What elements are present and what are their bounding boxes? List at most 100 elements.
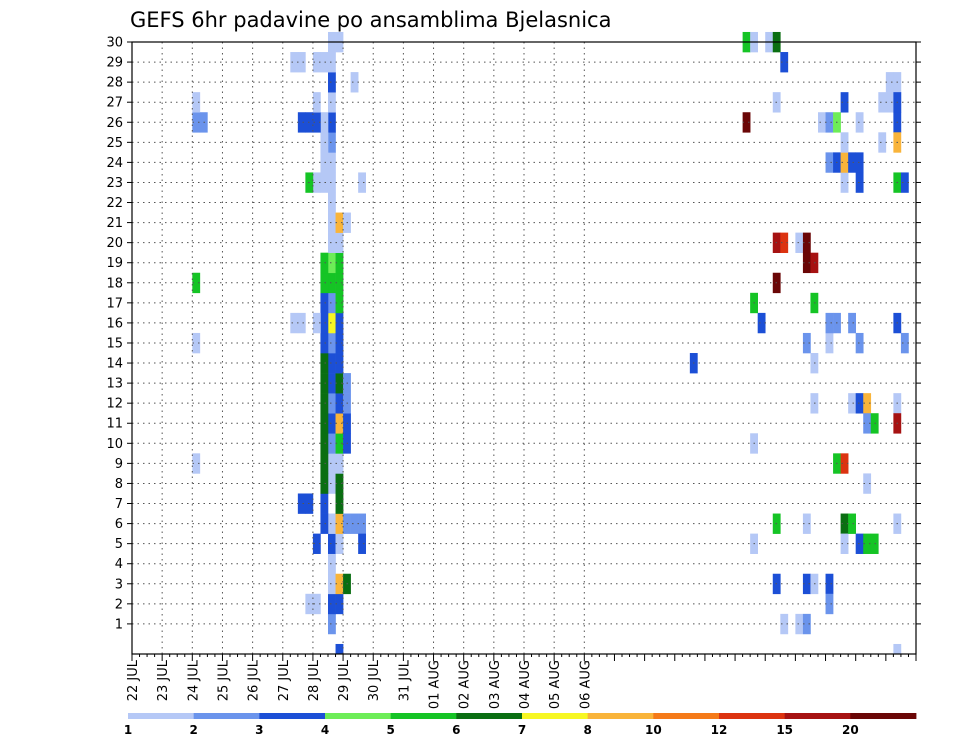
heatmap-cell: [328, 232, 336, 253]
heatmap-cell: [320, 292, 329, 314]
heatmap-cell: [358, 513, 366, 534]
colorbar-swatch: [719, 713, 786, 719]
heatmap-cell: [863, 393, 872, 414]
heatmap-cell: [328, 92, 336, 113]
colorbar-label: 8: [583, 723, 591, 737]
heatmap-cell: [335, 393, 344, 414]
heatmap-cell: [742, 112, 751, 133]
x-tick-label: 04 AUG: [518, 660, 533, 709]
heatmap-cell: [290, 312, 299, 334]
heatmap-cell: [290, 52, 299, 73]
x-tick-label: 23 JUL: [156, 659, 171, 701]
x-tick-label: 03 AUG: [488, 660, 503, 709]
heatmap-cell: [328, 152, 336, 173]
heatmap-cell: [893, 643, 902, 655]
y-tick-label: 1: [115, 617, 123, 632]
heatmap-cell: [358, 533, 366, 554]
heatmap-cell: [192, 92, 201, 113]
heatmap-cell: [795, 613, 804, 635]
heatmap-cell: [840, 132, 849, 153]
heatmap-cell: [335, 573, 344, 595]
colorbar-label: 4: [321, 723, 329, 737]
heatmap-cell: [297, 112, 306, 133]
heatmap-cell: [335, 252, 344, 274]
heatmap-cell: [328, 312, 336, 334]
heatmap-cell: [320, 353, 329, 374]
heatmap-cell: [328, 613, 336, 635]
colorbar-swatch: [653, 713, 720, 719]
heatmap-cell: [320, 373, 329, 394]
heatmap-cell: [795, 232, 804, 253]
heatmap-cell: [335, 292, 344, 314]
x-tick-label: 22 JUL: [126, 659, 141, 701]
y-tick-label: 29: [106, 56, 123, 71]
heatmap-cell: [328, 473, 336, 494]
y-tick-label: 3: [115, 577, 123, 592]
y-tick-label: 19: [106, 256, 123, 271]
heatmap-cell: [757, 312, 766, 334]
heatmap-cell: [320, 52, 329, 73]
y-tick-label: 28: [106, 76, 123, 91]
y-tick-label: 13: [106, 377, 123, 392]
heatmap-cell: [328, 353, 336, 374]
x-tick-label: 30 JUL: [367, 659, 382, 701]
heatmap-cell: [885, 72, 894, 93]
heatmap-cell: [840, 453, 849, 474]
colorbar: 1 2 3 4 5 6 7 8 10 12 15 20: [124, 713, 917, 737]
y-tick-label: 4: [115, 557, 123, 572]
heatmap-cell: [802, 573, 811, 595]
heatmap-cell: [802, 332, 811, 354]
heatmap-cell: [192, 332, 201, 354]
heatmap-cell: [878, 92, 887, 113]
y-tick-label: 23: [106, 176, 123, 191]
heatmap-cell: [320, 473, 329, 494]
heatmap-cell: [818, 112, 826, 133]
plot-frame: [131, 41, 917, 655]
x-tick-label: 02 AUG: [458, 660, 473, 709]
heatmap-cell: [320, 132, 329, 153]
y-tick-label: 27: [106, 96, 123, 111]
heatmap-cell: [320, 152, 329, 173]
heatmap-cell: [320, 453, 329, 474]
heatmap-cell: [320, 252, 329, 274]
colorbar-swatch: [259, 713, 326, 719]
y-tick-label: 21: [106, 216, 123, 231]
heatmap-cell: [335, 212, 344, 233]
heatmap-cell: [297, 312, 306, 334]
y-tick-label: 12: [106, 397, 123, 412]
heatmap-cell: [328, 252, 336, 274]
x-tick-label: 26 JUL: [247, 659, 262, 701]
heatmap-cell: [192, 453, 201, 474]
heatmap-cell: [335, 643, 344, 655]
x-tick-label: 25 JUL: [216, 659, 231, 701]
heatmap-cell: [335, 513, 344, 534]
heatmap-cell: [825, 112, 834, 133]
heatmap-cell: [312, 52, 321, 73]
heatmap-cell: [900, 172, 909, 193]
heatmap-cell: [863, 533, 872, 554]
heatmap-cell: [855, 533, 864, 554]
heatmap-cell: [328, 513, 336, 534]
y-tick-label: 6: [115, 517, 123, 532]
colorbar-swatch: [193, 713, 260, 719]
y-tick-label: 7: [115, 497, 123, 512]
heatmap-cell: [192, 112, 201, 133]
heatmap-cell: [335, 373, 344, 394]
heatmap-cell: [320, 433, 329, 454]
heatmap-cell: [335, 433, 344, 454]
heatmap-cell: [320, 513, 329, 534]
y-tick-label: 30: [106, 36, 123, 51]
colorbar-label: 15: [776, 723, 793, 737]
heatmap-cell: [358, 172, 366, 193]
heatmap-cell: [320, 332, 329, 354]
y-tick-label: 14: [106, 357, 123, 372]
x-tick-label: 28 JUL: [307, 659, 322, 701]
colorbar-label: 5: [386, 723, 394, 737]
heatmap-cell: [192, 272, 201, 294]
heatmap-cell: [328, 52, 336, 73]
heatmap-cell: [840, 92, 849, 113]
heatmap-cell: [312, 172, 321, 193]
heatmap-cell: [297, 52, 306, 73]
heatmap-cell: [780, 613, 789, 635]
